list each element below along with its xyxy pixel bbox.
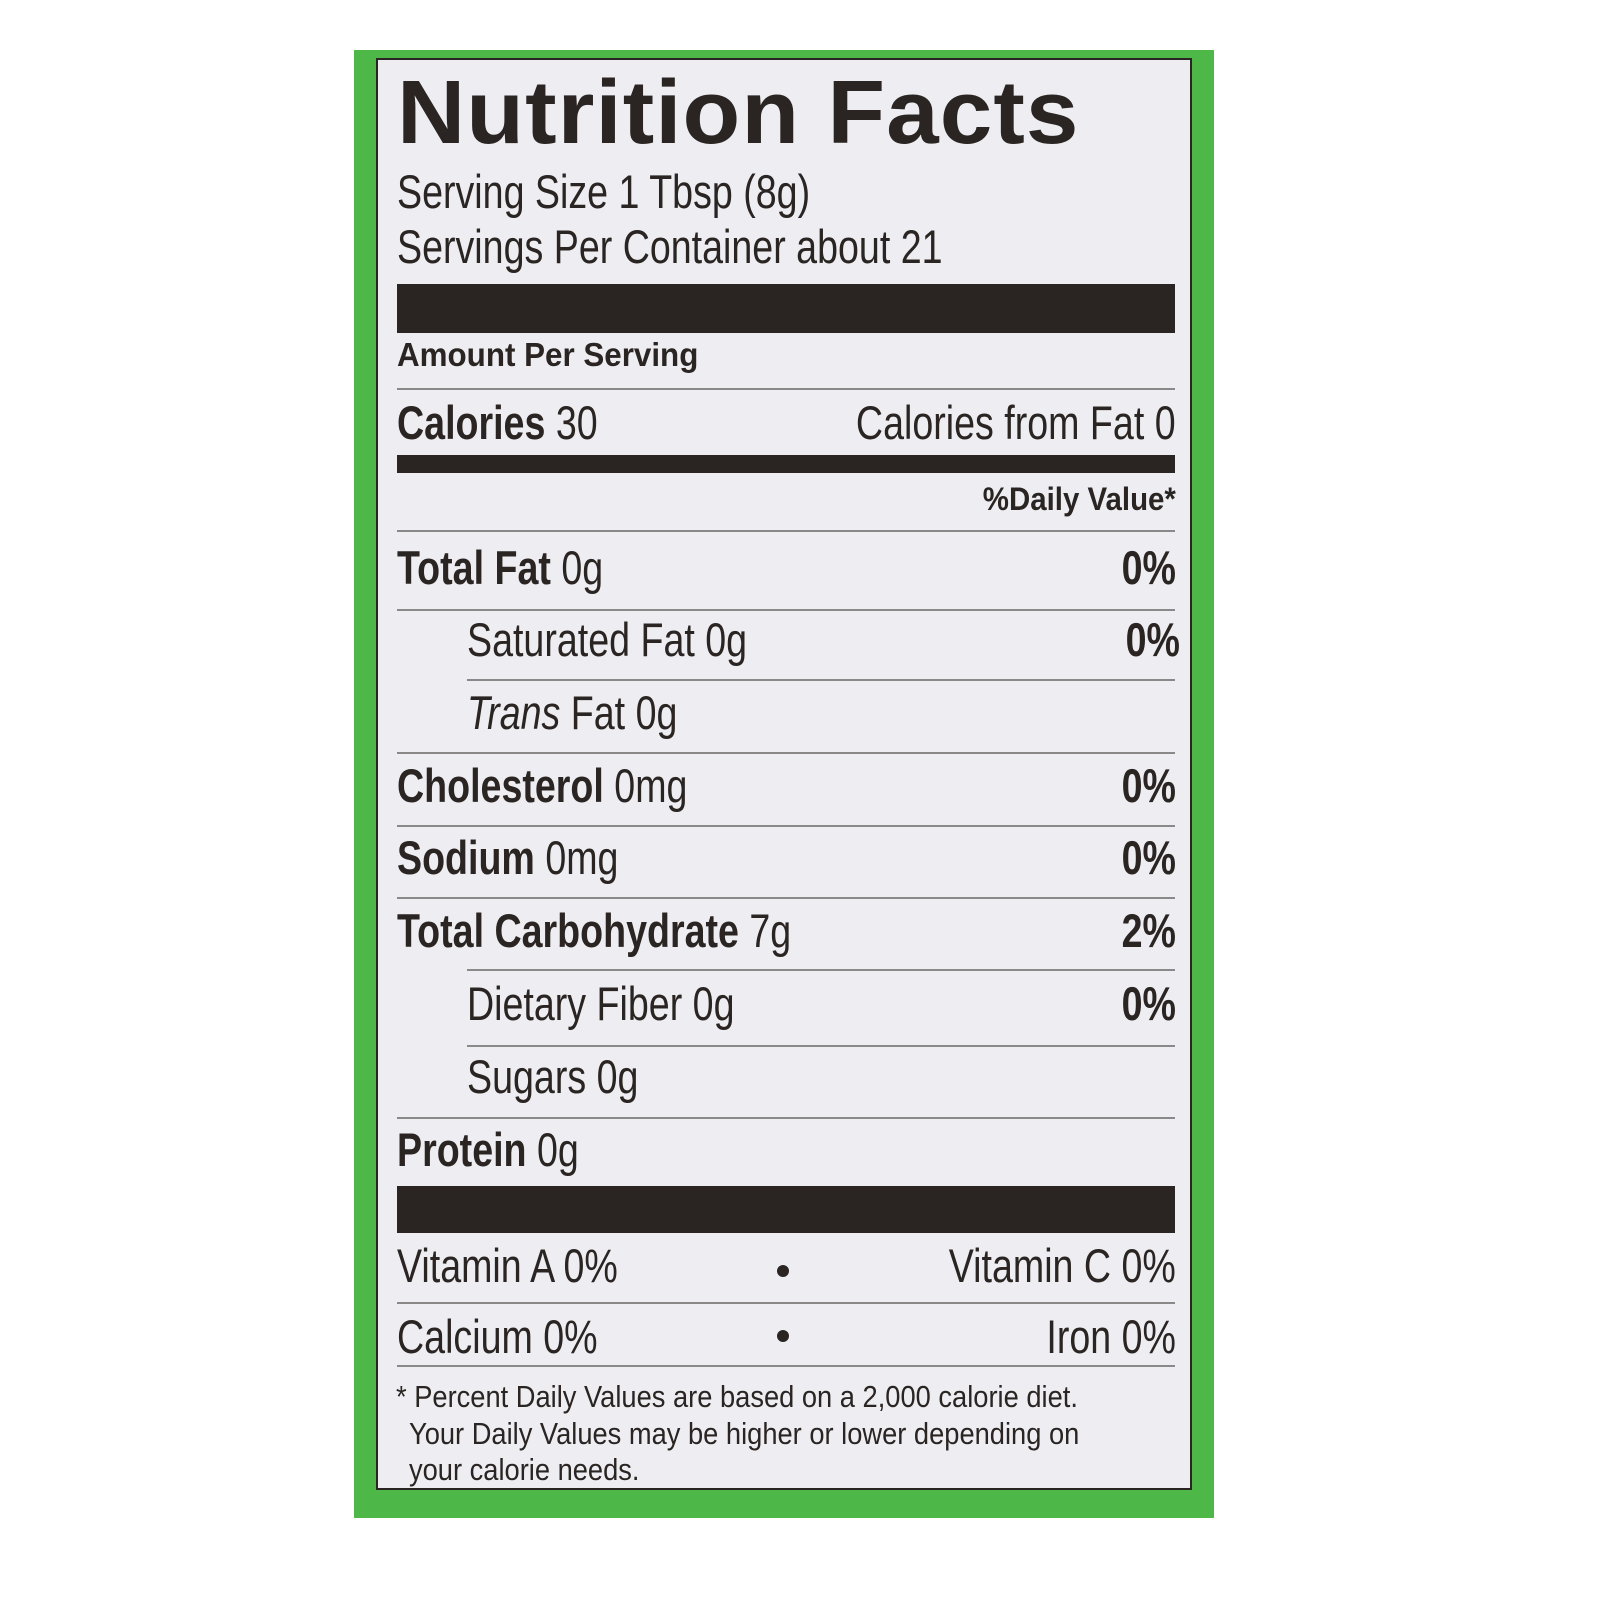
divider bbox=[467, 969, 1175, 971]
nutrient-label-rest: Fat bbox=[570, 686, 626, 739]
nutrient-row-cholesterol: Cholesterol 0mg bbox=[397, 756, 687, 816]
medium-divider bbox=[397, 455, 1175, 473]
nutrient-label: Cholesterol bbox=[397, 759, 604, 812]
nutrient-amount: 0g bbox=[692, 977, 735, 1030]
nutrient-dv: 0% bbox=[1121, 977, 1176, 1030]
nutrient-label: Trans bbox=[467, 686, 561, 739]
calories-value: 30 bbox=[555, 396, 598, 449]
nutrient-amount: 0g bbox=[596, 1050, 639, 1103]
divider bbox=[467, 679, 1175, 681]
nutrient-label: Sodium bbox=[397, 831, 535, 884]
nutrient-amount: 0g bbox=[561, 541, 604, 594]
daily-value-header: %Daily Value* bbox=[982, 481, 1176, 517]
nutrient-row-saturated-fat: Saturated Fat 0g bbox=[467, 610, 747, 670]
amount-per-serving: Amount Per Serving bbox=[397, 336, 699, 373]
thick-divider bbox=[397, 284, 1175, 333]
serving-size: Serving Size 1 Tbsp (8g) bbox=[397, 165, 811, 218]
nutrient-amount: 0mg bbox=[614, 759, 688, 812]
nutrient-row-total-fat: Total Fat 0g bbox=[397, 538, 603, 598]
divider bbox=[397, 388, 1175, 390]
divider bbox=[397, 1365, 1175, 1367]
nutrient-row-protein: Protein 0g bbox=[397, 1120, 579, 1180]
nutrient-dv: 0% bbox=[1121, 541, 1176, 594]
servings-per-container: Servings Per Container about 21 bbox=[397, 220, 943, 273]
nutrient-dv: 2% bbox=[1121, 904, 1176, 957]
footnote-line-2: Your Daily Values may be higher or lower… bbox=[409, 1416, 1080, 1451]
nutrient-row-sugars: Sugars 0g bbox=[467, 1047, 638, 1107]
calories-from-fat: Calories from Fat 0 bbox=[856, 396, 1176, 449]
nutrient-label: Total Carbohydrate bbox=[397, 904, 739, 957]
divider bbox=[397, 530, 1175, 532]
calories-label: Calories bbox=[397, 396, 546, 449]
nutrient-dv: 0% bbox=[1121, 831, 1176, 884]
nutrient-row-sodium: Sodium 0mg bbox=[397, 828, 618, 888]
nutrient-row-total-carbohydrate: Total Carbohydrate 7g bbox=[397, 901, 791, 961]
nutrient-amount: 0g bbox=[635, 686, 678, 739]
footnote-line-1: * Percent Daily Values are based on a 2,… bbox=[396, 1379, 1078, 1414]
divider bbox=[397, 825, 1175, 827]
thick-divider bbox=[397, 1186, 1175, 1233]
nutrient-label: Protein bbox=[397, 1123, 527, 1176]
divider bbox=[397, 1302, 1175, 1304]
nutrient-amount: 0mg bbox=[545, 831, 619, 884]
nutrient-amount: 0g bbox=[536, 1123, 579, 1176]
nutrient-label: Total Fat bbox=[397, 541, 551, 594]
nutrient-row-trans-fat: Trans Fat 0g bbox=[467, 683, 677, 743]
nutrient-row-dietary-fiber: Dietary Fiber 0g bbox=[467, 974, 734, 1034]
nutrition-facts-title: Nutrition Facts bbox=[397, 63, 1080, 163]
bullet-icon bbox=[777, 1265, 789, 1277]
divider bbox=[397, 897, 1175, 899]
vitamin-a: Vitamin A 0% bbox=[397, 1239, 618, 1292]
vitamin-c: Vitamin C 0% bbox=[948, 1239, 1176, 1292]
nutrient-amount: 0g bbox=[705, 613, 748, 666]
divider bbox=[397, 609, 1175, 611]
divider bbox=[397, 752, 1175, 754]
nutrient-label: Saturated Fat bbox=[467, 613, 695, 666]
divider bbox=[467, 1045, 1175, 1047]
footnote-line-3: your calorie needs. bbox=[409, 1452, 640, 1487]
nutrient-dv: 0% bbox=[1125, 613, 1180, 666]
calcium: Calcium 0% bbox=[397, 1310, 598, 1363]
nutrient-dv: 0% bbox=[1121, 759, 1176, 812]
bullet-icon bbox=[777, 1330, 789, 1342]
nutrient-label: Sugars bbox=[467, 1050, 587, 1103]
nutrient-label: Dietary Fiber bbox=[467, 977, 683, 1030]
iron: Iron 0% bbox=[1046, 1310, 1176, 1363]
calories-row: Calories 30 bbox=[397, 393, 598, 453]
divider bbox=[397, 1117, 1175, 1119]
nutrient-amount: 7g bbox=[749, 904, 792, 957]
